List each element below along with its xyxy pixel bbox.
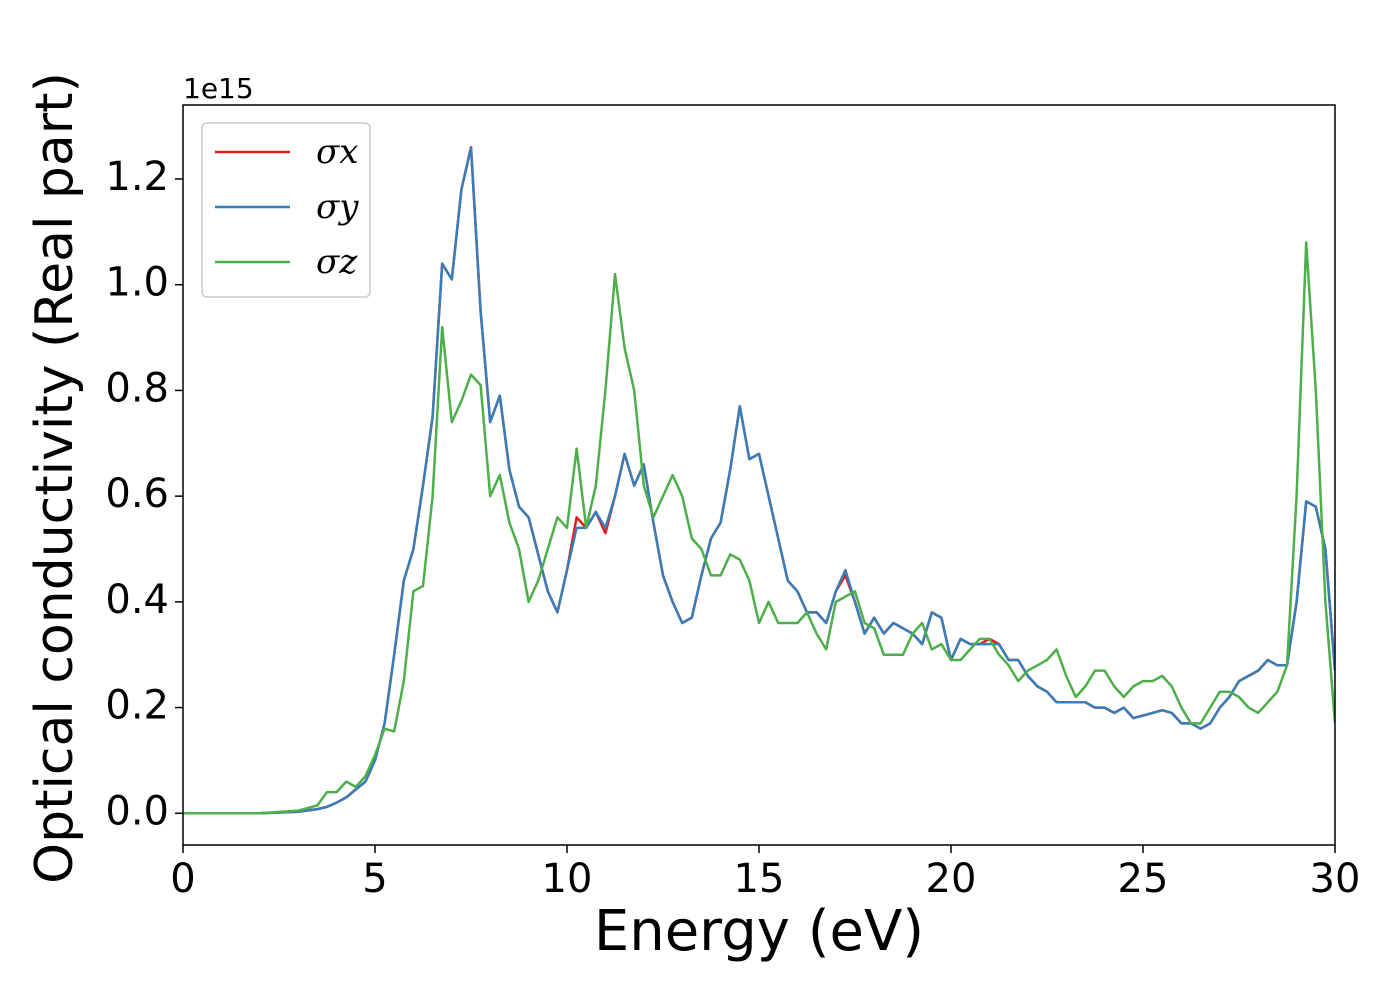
series-line (183, 241, 1335, 815)
y-tick-label: 0.8 (105, 365, 169, 411)
x-tick-label: 10 (542, 856, 593, 902)
x-tick-label: 5 (362, 856, 387, 902)
x-tick-label: 0 (170, 856, 195, 902)
y-tick-label: 0.4 (105, 577, 169, 623)
x-tick-label: 25 (1118, 856, 1169, 902)
x-tick-label: 15 (734, 856, 785, 902)
y-tick-label: 0.2 (105, 683, 169, 729)
plot-frame (182, 104, 1336, 846)
legend-box (201, 122, 371, 298)
legend-label: σx (316, 132, 358, 172)
legend-label: σz (316, 242, 358, 282)
y-tick-label: 1.2 (105, 154, 169, 200)
plot-lines (183, 146, 1335, 815)
x-axis-label: Energy (eV) (594, 899, 924, 964)
x-tick-label: 30 (1310, 856, 1361, 902)
x-tick-label: 20 (926, 856, 977, 902)
y-multiplier: 1e15 (183, 72, 254, 105)
legend: σx σy σz (201, 122, 371, 298)
y-tick-label: 1.0 (105, 260, 169, 306)
y-tick-label: 0.0 (105, 788, 169, 834)
legend-label: σy (316, 187, 359, 227)
y-axis-label: Optical conductivity (Real part) (25, 72, 85, 884)
y-tick-label: 0.6 (105, 471, 169, 517)
